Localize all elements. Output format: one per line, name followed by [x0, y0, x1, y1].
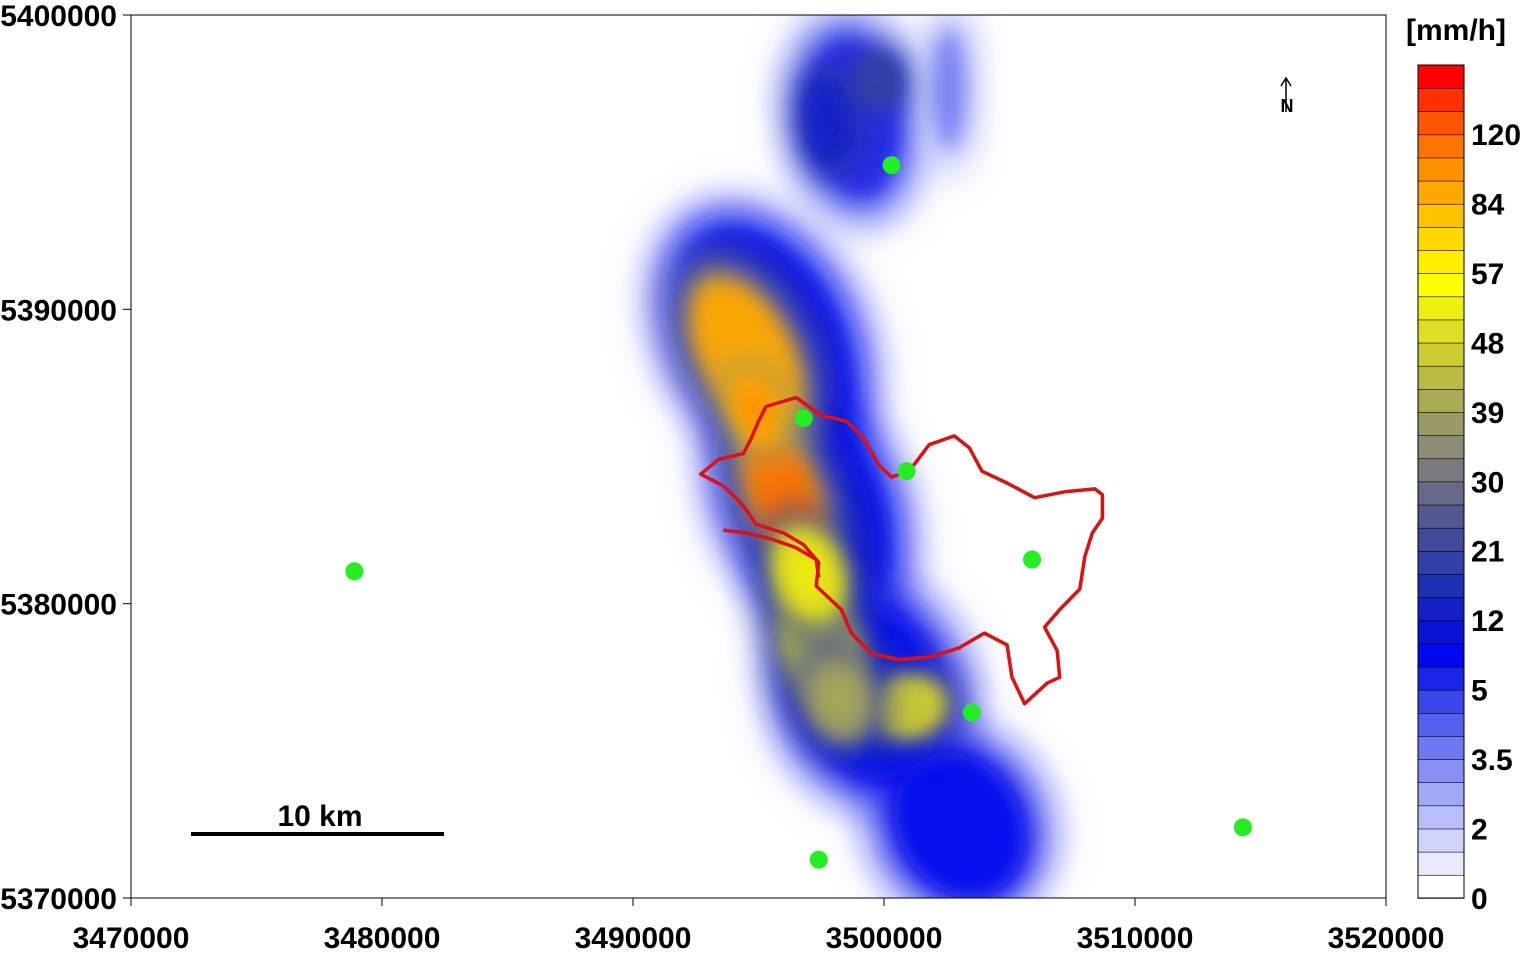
legend-band: [1417, 110, 1465, 136]
legend-label: 84: [1471, 188, 1505, 221]
legend-band: [1417, 573, 1465, 598]
legend-band: [1417, 411, 1465, 436]
station-marker[interactable]: [345, 562, 364, 581]
rain-cell: [818, 672, 859, 724]
legend-label: 30: [1471, 466, 1504, 499]
legend-band: [1417, 758, 1465, 784]
rain-cell: [894, 752, 1024, 897]
x-tick-label: 3520000: [1328, 922, 1445, 954]
station-marker[interactable]: [897, 462, 916, 481]
catchment-outline: [699, 395, 1105, 706]
x-tick-label: 3480000: [324, 922, 441, 954]
legend-band: [1417, 851, 1465, 876]
legend-band: [1417, 342, 1465, 367]
legend-band: [1417, 527, 1465, 552]
legend-band: [1417, 735, 1465, 760]
legend-label: 12: [1471, 605, 1504, 638]
station-marker[interactable]: [809, 850, 828, 869]
station-marker[interactable]: [962, 703, 981, 722]
rain-cell: [866, 65, 892, 95]
legend-band: [1417, 319, 1465, 344]
scale-bar: 10 km: [191, 800, 444, 836]
y-tick-label: 5370000: [0, 883, 117, 916]
legend-band: [1417, 666, 1465, 691]
y-tick-label: 5390000: [0, 294, 117, 327]
legend-band: [1417, 64, 1465, 89]
station-marker[interactable]: [1233, 818, 1252, 837]
x-axis: 3470000 3480000 3490000 3500000 3510000 35200…: [73, 898, 1445, 955]
legend-labels: 120 84 57 48 39 30 21 12 5 3.5 2 0: [1471, 119, 1521, 916]
sub-catchment-divide: [723, 528, 821, 578]
north-arrow-icon: N: [1280, 76, 1294, 116]
scale-bar-label: 10 km: [277, 800, 362, 833]
x-tick-label: 3490000: [575, 922, 692, 954]
legend-label: 0: [1471, 883, 1488, 916]
legend-label: 3.5: [1471, 744, 1513, 777]
legend-band: [1417, 157, 1465, 182]
y-tick-label: 5380000: [0, 589, 117, 622]
legend-label: 48: [1471, 327, 1504, 360]
legend-band: [1417, 805, 1465, 830]
legend-label: 21: [1471, 536, 1504, 569]
legend-band: [1417, 434, 1465, 460]
legend-label: 5: [1471, 675, 1488, 708]
x-tick-label: 3470000: [73, 922, 190, 954]
station-marker[interactable]: [794, 409, 813, 428]
legend-band: [1417, 203, 1465, 228]
legend-band: [1417, 134, 1465, 159]
legend-frame: [1417, 64, 1465, 899]
catchment-boundary: [699, 395, 1105, 706]
legend-band: [1417, 481, 1465, 506]
rain-gauge-stations: [345, 156, 1252, 869]
legend-band: [1417, 504, 1465, 529]
legend-label: 39: [1471, 397, 1504, 430]
legend-band: [1417, 87, 1465, 112]
y-tick-label: 5400000: [0, 0, 117, 33]
legend-band: [1417, 643, 1465, 668]
legend-band: [1417, 874, 1465, 899]
legend-band: [1417, 272, 1465, 298]
rain-cell: [814, 95, 843, 147]
legend-band: [1417, 226, 1465, 251]
legend-label: 2: [1471, 814, 1488, 847]
north-label: N: [1281, 96, 1294, 116]
legend-unit: [mm/h]: [1406, 14, 1506, 47]
legend-colorbar: [1417, 64, 1465, 899]
legend-band: [1417, 296, 1465, 321]
legend-band: [1417, 689, 1465, 714]
legend-band: [1417, 458, 1465, 483]
station-marker[interactable]: [882, 156, 901, 175]
legend-label: 120: [1471, 119, 1521, 152]
x-tick-label: 3510000: [1077, 922, 1194, 954]
legend: [mm/h] 120 84 57 48 39 30 21 12 5 3.5 2 0: [1406, 14, 1521, 916]
legend-band: [1417, 249, 1465, 274]
station-marker[interactable]: [1023, 550, 1042, 569]
legend-band: [1417, 550, 1465, 575]
legend-band: [1417, 712, 1465, 737]
legend-band: [1417, 828, 1465, 853]
legend-band: [1417, 388, 1465, 413]
legend-band: [1417, 180, 1465, 205]
legend-band: [1417, 620, 1465, 645]
legend-band: [1417, 782, 1465, 807]
rain-cell: [740, 387, 772, 432]
y-axis: 5370000 5380000 5390000 5400000: [0, 0, 131, 916]
legend-band: [1417, 596, 1465, 622]
legend-label: 57: [1471, 258, 1504, 291]
x-tick-label: 3500000: [826, 922, 943, 954]
rain-cell: [887, 688, 932, 725]
rain-cell: [932, 27, 967, 150]
plot-frame: [130, 14, 1387, 899]
legend-band: [1417, 365, 1465, 390]
